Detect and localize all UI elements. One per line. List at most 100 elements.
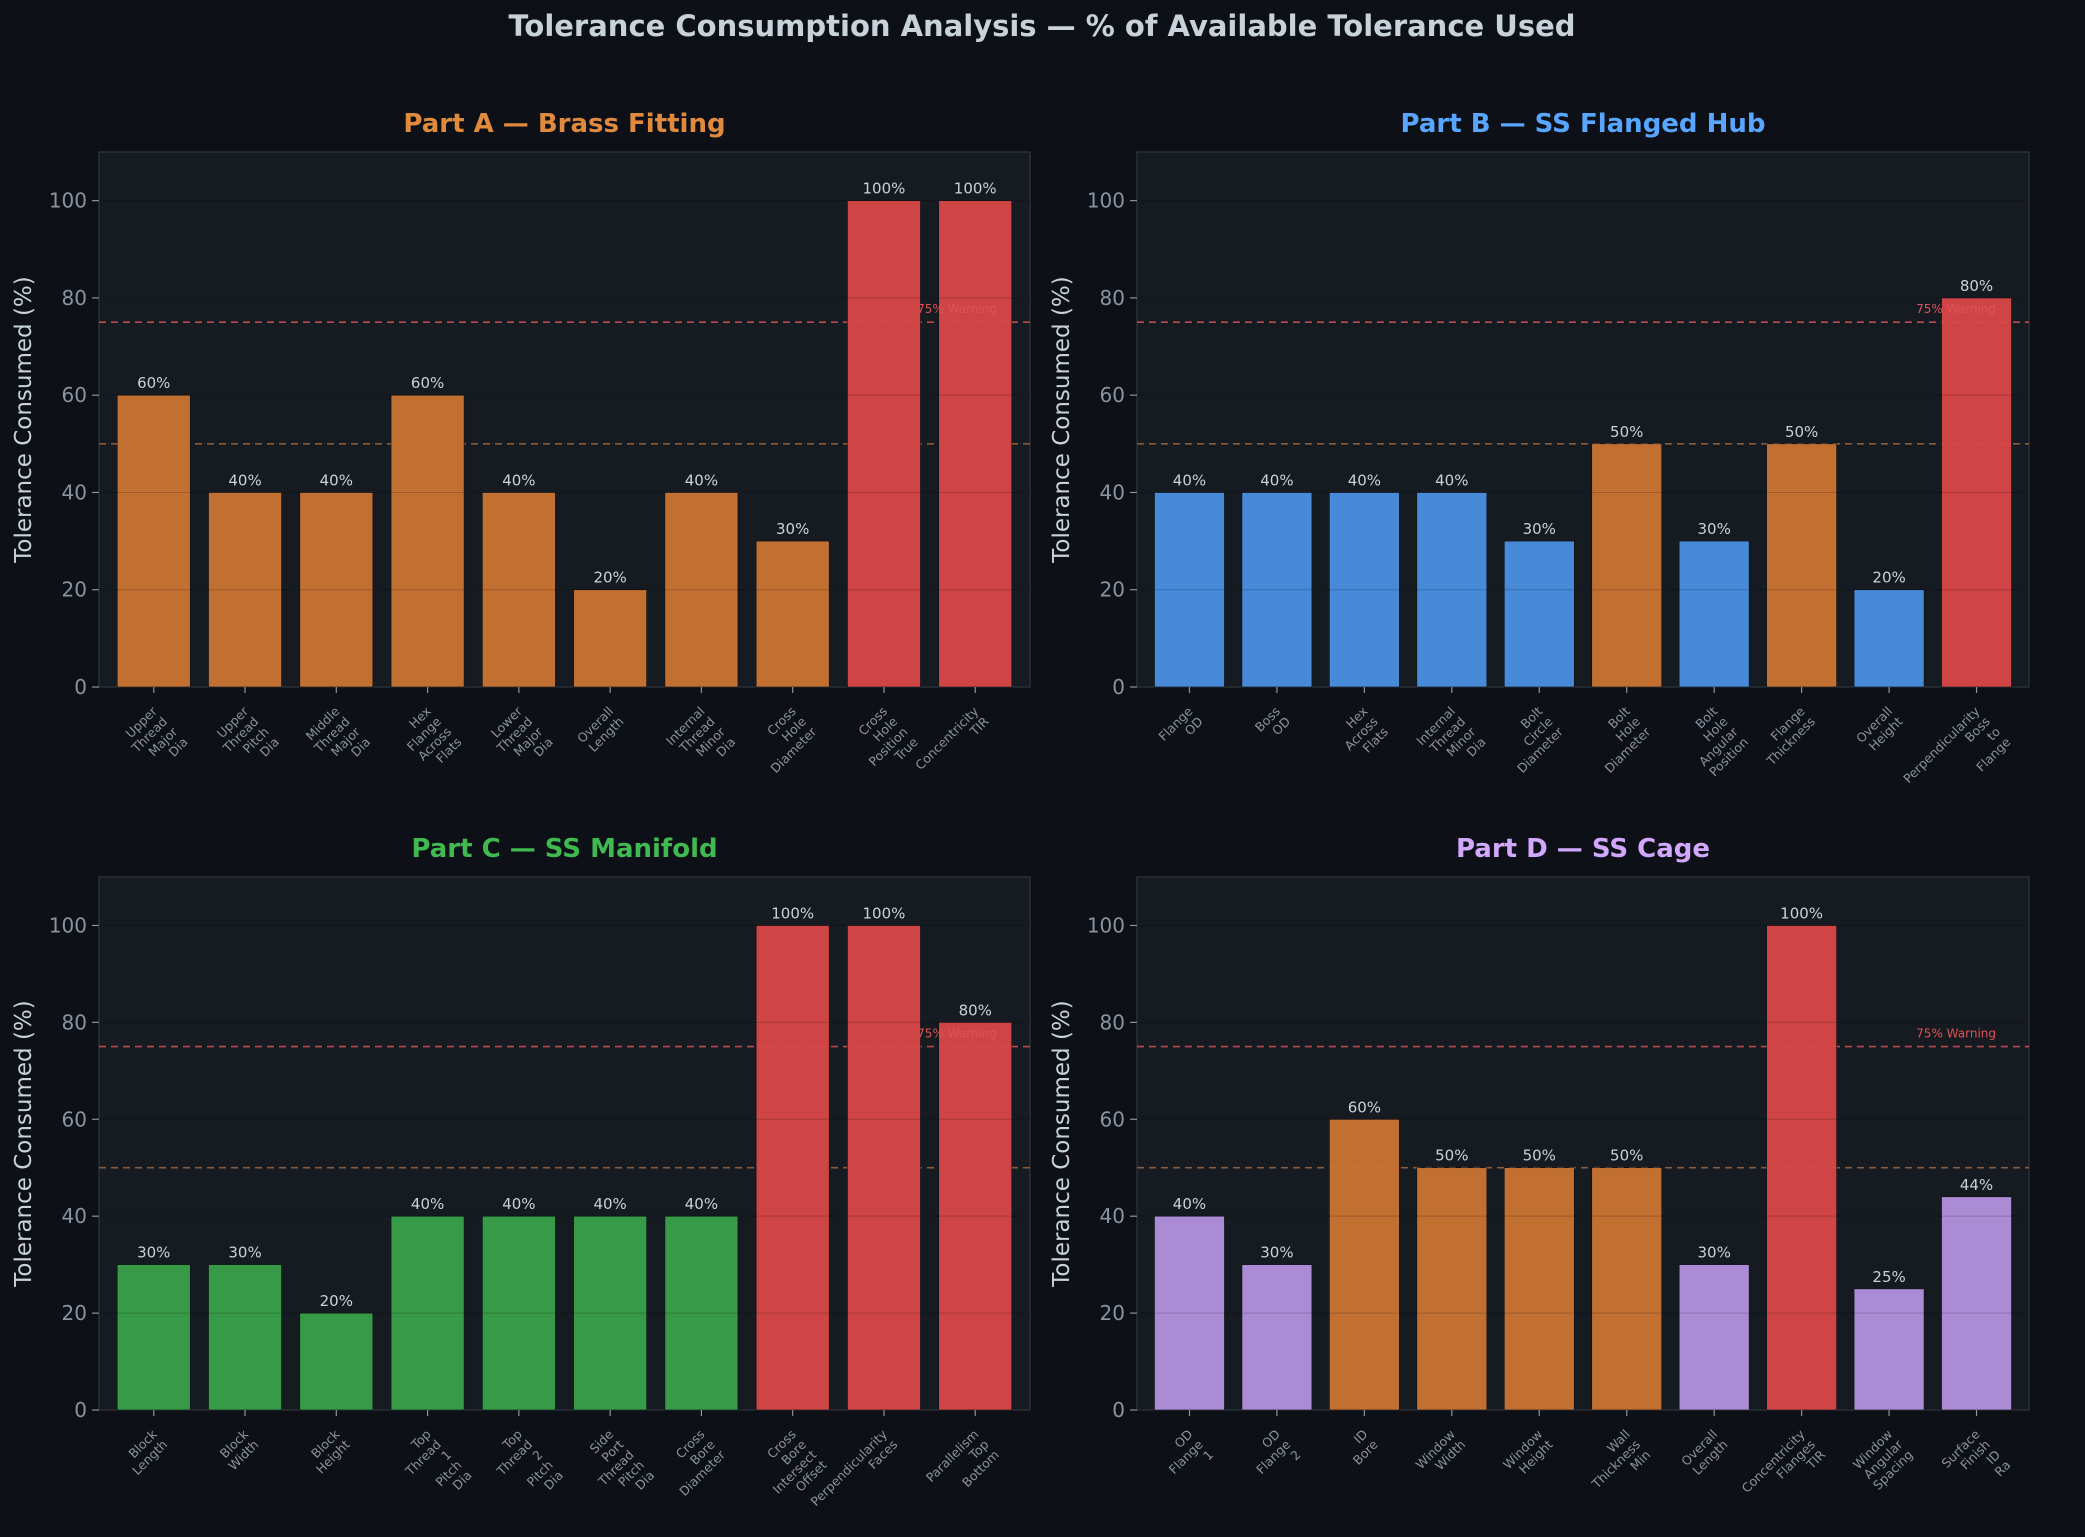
- y-tick-label: 40: [62, 1204, 87, 1228]
- y-tick-label: 100: [49, 913, 87, 937]
- y-tick-label: 0: [1112, 1398, 1125, 1422]
- bar: [1941, 1196, 2012, 1411]
- bar: [1503, 540, 1575, 688]
- bar: [847, 925, 921, 1411]
- bar-value-label: 100%: [1780, 904, 1823, 922]
- bar: [208, 1264, 282, 1411]
- bar-value-label: 60%: [411, 374, 444, 392]
- bar: [664, 1215, 739, 1411]
- bar-value-label: 50%: [1610, 1147, 1643, 1165]
- bar-value-label: 60%: [1348, 1098, 1381, 1116]
- bar-value-label: 40%: [1435, 471, 1468, 489]
- bar: [664, 492, 739, 688]
- bar-value-label: 100%: [771, 904, 814, 922]
- y-tick-label: 80: [1100, 286, 1125, 310]
- y-tick-label: 60: [62, 383, 87, 407]
- bar: [938, 200, 1013, 688]
- bar-value-label: 20%: [1872, 569, 1905, 587]
- bar-value-label: 50%: [1523, 1147, 1556, 1165]
- bar: [1241, 1264, 1313, 1411]
- bar-value-label: 20%: [593, 569, 626, 587]
- part-c-y-axis-label: Tolerance Consumed (%): [11, 1000, 37, 1288]
- bar: [1678, 540, 1750, 688]
- y-tick-label: 20: [62, 578, 87, 602]
- part-a-chart: Part A — Brass Fitting 0 20 40 60 80 100 Tolera…: [11, 109, 1031, 776]
- bar: [299, 1312, 374, 1411]
- y-tick-label: 100: [1087, 189, 1125, 213]
- bar: [1329, 492, 1400, 688]
- y-tick-label: 100: [49, 189, 87, 213]
- bar-value-label: 30%: [1523, 520, 1556, 538]
- part-c-chart: Part C — SS Manifold 0 20 40 60 80 100 Toleranc…: [11, 834, 1031, 1509]
- bar-value-label: 40%: [320, 471, 353, 489]
- bar: [1591, 443, 1663, 688]
- y-tick-label: 20: [62, 1301, 87, 1325]
- bar: [1853, 589, 1925, 688]
- bar-value-label: 40%: [1173, 1195, 1206, 1213]
- bar-value-label: 100%: [863, 180, 906, 198]
- figure-title: Tolerance Consumption Analysis — % of Av…: [508, 9, 1575, 43]
- y-tick-label: 100: [1087, 913, 1125, 937]
- y-tick-label: 60: [1100, 1107, 1125, 1131]
- part-d-chart: Part D — SS Cage 0 20 40 60 80 100 Tolerance Co…: [1049, 834, 2030, 1496]
- y-tick-label: 60: [1100, 383, 1125, 407]
- bar: [1941, 297, 2012, 688]
- part-a-title: Part A — Brass Fitting: [403, 109, 725, 139]
- bar: [482, 492, 556, 688]
- bar: [1329, 1118, 1400, 1411]
- bar-value-label: 50%: [1435, 1147, 1468, 1165]
- bar-value-label: 40%: [1260, 471, 1293, 489]
- warning-label: 75% Warning: [917, 302, 997, 316]
- bar: [847, 200, 921, 688]
- chart-panels: Part A — Brass Fitting 0 20 40 60 80 100 Tolera…: [11, 109, 2030, 1509]
- y-tick-label: 80: [1100, 1010, 1125, 1034]
- bar: [573, 589, 647, 688]
- bar: [1154, 1215, 1225, 1411]
- y-tick-label: 0: [1112, 675, 1125, 699]
- bar: [390, 394, 465, 688]
- bar-value-label: 40%: [685, 1195, 718, 1213]
- bar: [482, 1215, 556, 1411]
- bar-value-label: 20%: [320, 1292, 353, 1310]
- bar-value-label: 30%: [137, 1244, 170, 1262]
- bar: [1591, 1167, 1663, 1411]
- y-tick-label: 20: [1100, 1301, 1125, 1325]
- bar-value-label: 40%: [502, 1195, 535, 1213]
- part-d-title: Part D — SS Cage: [1456, 834, 1710, 864]
- bar-value-label: 40%: [502, 471, 535, 489]
- part-b-y-axis-label: Tolerance Consumed (%): [1049, 276, 1075, 564]
- bar: [299, 492, 374, 688]
- y-tick-label: 80: [62, 286, 87, 310]
- bar-value-label: 80%: [1960, 277, 1993, 295]
- bar: [573, 1215, 647, 1411]
- bar: [208, 492, 282, 688]
- bar: [1416, 1167, 1488, 1411]
- bar: [755, 540, 830, 688]
- bar: [116, 394, 191, 688]
- bar: [1416, 492, 1488, 688]
- warning-label: 75% Warning: [917, 1027, 997, 1041]
- part-d-y-axis-label: Tolerance Consumed (%): [1049, 1000, 1075, 1288]
- bar-value-label: 40%: [1173, 471, 1206, 489]
- bar: [1766, 925, 1837, 1411]
- bar-value-label: 40%: [685, 471, 718, 489]
- bar-value-label: 100%: [863, 904, 906, 922]
- warning-label: 75% Warning: [1916, 302, 1996, 316]
- bar-value-label: 30%: [228, 1244, 261, 1262]
- bar-value-label: 30%: [1698, 520, 1731, 538]
- bar-value-label: 80%: [959, 1001, 992, 1019]
- bar-value-label: 100%: [954, 180, 997, 198]
- bar-value-label: 50%: [1610, 423, 1643, 441]
- y-tick-label: 20: [1100, 578, 1125, 602]
- y-tick-label: 40: [62, 480, 87, 504]
- bar-value-label: 30%: [1698, 1244, 1731, 1262]
- bar-value-label: 40%: [411, 1195, 444, 1213]
- bar-value-label: 60%: [137, 374, 170, 392]
- bar-value-label: 40%: [1348, 471, 1381, 489]
- bar-value-label: 40%: [228, 471, 261, 489]
- bar: [1241, 492, 1313, 688]
- bar-value-label: 40%: [593, 1195, 626, 1213]
- y-tick-label: 60: [62, 1107, 87, 1131]
- bar: [1678, 1264, 1750, 1411]
